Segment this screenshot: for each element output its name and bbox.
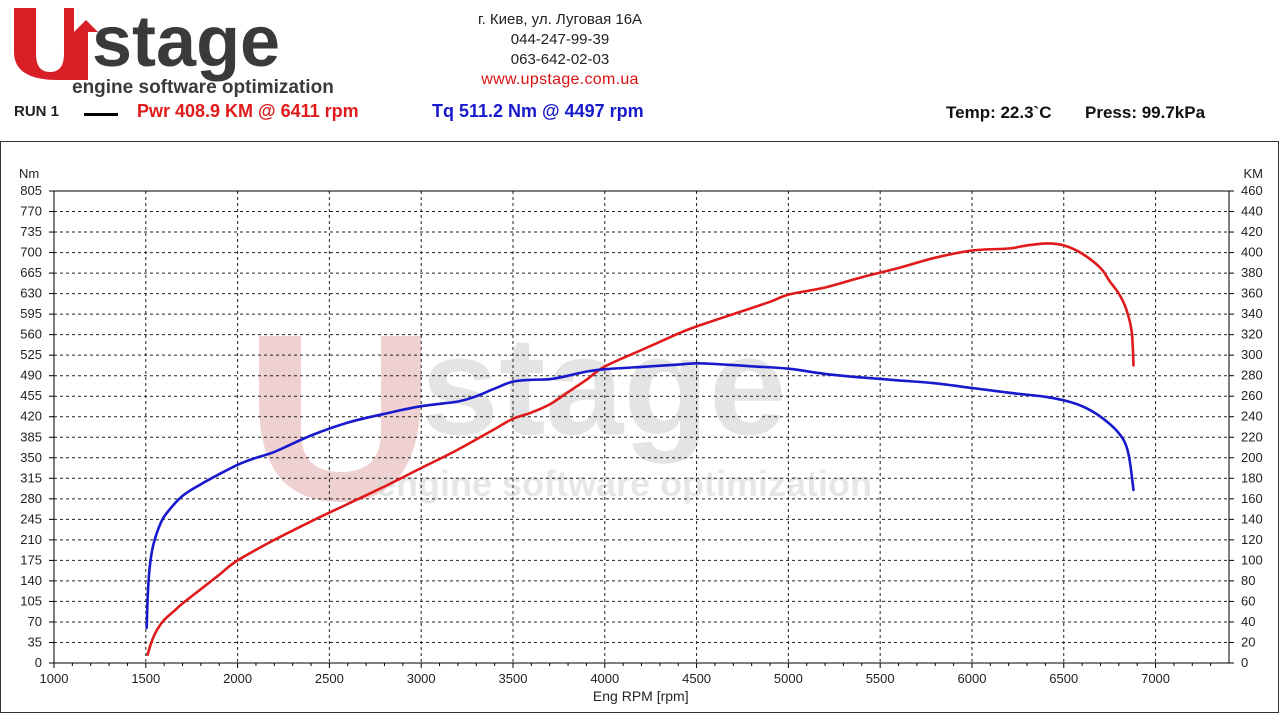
left-axis-ticks: 0 35 70 105 140 175 210 245 280 315 350 385 420 455 49… — [20, 183, 54, 670]
x-axis-ticks: 1000 1500 2000 2500 3000 3500 4000 4500 5000 5500… — [40, 663, 1212, 686]
left-tick-label: 350 — [20, 450, 42, 465]
contact-block: г. Киев, ул. Луговая 16А 044-247-99-39 0… — [430, 10, 690, 90]
right-tick-label: 400 — [1241, 245, 1263, 260]
right-tick-label: 200 — [1241, 450, 1263, 465]
x-tick-label: 2500 — [315, 671, 344, 686]
left-tick-label: 245 — [20, 511, 42, 526]
logo-subtitle: engine software optimization — [72, 77, 334, 98]
right-tick-label: 180 — [1241, 470, 1263, 485]
website-link[interactable]: www.upstage.com.ua — [481, 71, 639, 88]
right-tick-label: 360 — [1241, 286, 1263, 301]
x-tick-label: 2000 — [223, 671, 252, 686]
left-tick-label: 770 — [20, 204, 42, 219]
right-tick-label: 120 — [1241, 532, 1263, 547]
power-summary: Pwr 408.9 KM @ 6411 rpm — [137, 101, 359, 121]
watermark: stage engine software optimization — [259, 307, 872, 504]
phone-1: 044-247-99-39 — [510, 31, 610, 48]
left-tick-label: 595 — [20, 306, 42, 321]
right-tick-label: 300 — [1241, 347, 1263, 362]
left-tick-label: 140 — [20, 573, 42, 588]
x-tick-label: 7000 — [1141, 671, 1170, 686]
right-tick-label: 40 — [1241, 614, 1255, 629]
left-tick-label: 630 — [20, 286, 42, 301]
phone-2: 063-642-02-03 — [510, 51, 610, 68]
right-tick-label: 20 — [1241, 634, 1255, 649]
run-line-swatch — [84, 113, 118, 116]
left-tick-label: 0 — [35, 655, 42, 670]
chart-frame: stage engine software optimization 1000 1… — [0, 141, 1279, 713]
temperature-readout: Temp: 22.3`C — [946, 103, 1052, 122]
logo-text: stage — [92, 2, 280, 82]
watermark-subtitle: engine software optimization — [376, 463, 872, 504]
x-tick-label: 5000 — [774, 671, 803, 686]
right-tick-label: 80 — [1241, 573, 1255, 588]
left-tick-label: 700 — [20, 245, 42, 260]
left-tick-label: 315 — [20, 470, 42, 485]
x-tick-label: 6000 — [958, 671, 987, 686]
dyno-chart: stage engine software optimization 1000 1… — [19, 166, 1264, 704]
left-tick-label: 105 — [20, 593, 42, 608]
left-tick-label: 490 — [20, 368, 42, 383]
left-tick-label: 420 — [20, 409, 42, 424]
right-axis-label: KM — [1244, 166, 1264, 181]
left-tick-label: 210 — [20, 532, 42, 547]
left-tick-label: 385 — [20, 429, 42, 444]
right-tick-label: 260 — [1241, 388, 1263, 403]
left-tick-label: 70 — [28, 614, 42, 629]
x-tick-label: 6500 — [1049, 671, 1078, 686]
left-tick-label: 280 — [20, 491, 42, 506]
right-tick-label: 340 — [1241, 306, 1263, 321]
right-tick-label: 160 — [1241, 491, 1263, 506]
right-tick-label: 220 — [1241, 429, 1263, 444]
left-tick-label: 455 — [20, 388, 42, 403]
header: stage engine software optimization г. Ки… — [0, 0, 1280, 140]
x-tick-label: 3500 — [499, 671, 528, 686]
left-tick-label: 735 — [20, 224, 42, 239]
run-label: RUN 1 — [14, 103, 60, 120]
left-axis-label: Nm — [19, 166, 39, 181]
x-tick-label: 4500 — [682, 671, 711, 686]
right-tick-label: 380 — [1241, 265, 1263, 280]
right-tick-label: 240 — [1241, 409, 1263, 424]
plot-border — [53, 190, 1230, 664]
right-axis-ticks: 0 20 40 60 80 100 120 140 160 180 200 220 240 260 280 3… — [1229, 183, 1263, 670]
x-axis-label: Eng RPM [rpm] — [593, 688, 689, 704]
series-group — [145, 242, 1135, 657]
left-tick-label: 665 — [20, 265, 42, 280]
run-summary: RUN 1 Pwr 408.9 KM @ 6411 rpm Tq 511.2 N… — [0, 101, 1280, 127]
power-curve — [146, 242, 1135, 657]
torque-curve — [145, 361, 1135, 630]
left-tick-label: 805 — [20, 183, 42, 198]
x-tick-label: 4000 — [590, 671, 619, 686]
x-tick-label: 3000 — [407, 671, 436, 686]
right-tick-label: 280 — [1241, 368, 1263, 383]
address: г. Киев, ул. Луговая 16А — [477, 11, 643, 28]
left-tick-label: 525 — [20, 347, 42, 362]
left-tick-label: 560 — [20, 327, 42, 342]
torque-summary: Tq 511.2 Nm @ 4497 rpm — [432, 101, 644, 121]
right-tick-label: 320 — [1241, 327, 1263, 342]
x-tick-label: 1000 — [40, 671, 69, 686]
right-tick-label: 100 — [1241, 552, 1263, 567]
grid — [54, 190, 1229, 663]
right-tick-label: 0 — [1241, 655, 1248, 670]
left-tick-label: 175 — [20, 552, 42, 567]
right-tick-label: 60 — [1241, 593, 1255, 608]
upstage-logo: stage engine software optimization — [14, 2, 334, 98]
right-tick-label: 140 — [1241, 511, 1263, 526]
watermark-text: stage — [421, 307, 787, 464]
pressure-readout: Press: 99.7kPa — [1085, 103, 1206, 122]
left-tick-label: 35 — [28, 634, 42, 649]
right-tick-label: 420 — [1241, 224, 1263, 239]
x-tick-label: 5500 — [866, 671, 895, 686]
x-tick-label: 1500 — [131, 671, 160, 686]
right-tick-label: 460 — [1241, 183, 1263, 198]
right-tick-label: 440 — [1241, 204, 1263, 219]
